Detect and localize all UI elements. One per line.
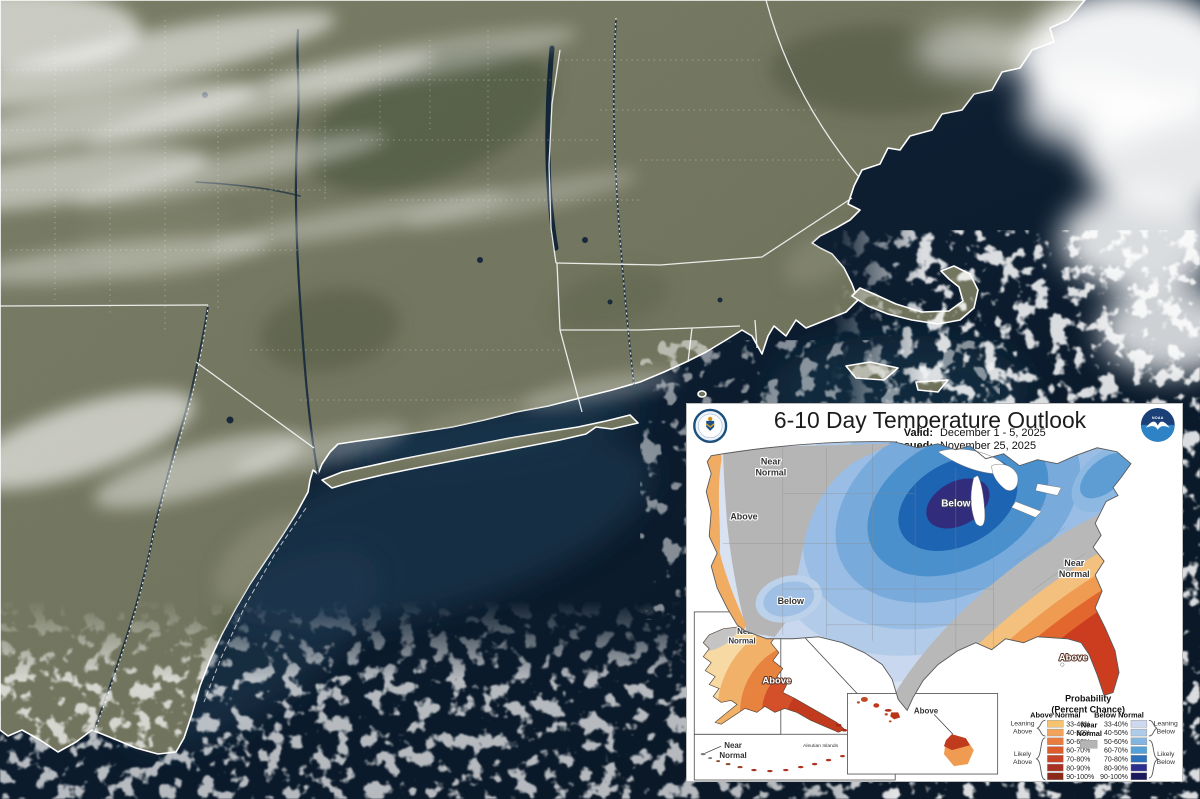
se-near-normal-label: Near	[1064, 558, 1084, 568]
legend-swatch	[1130, 755, 1148, 763]
legend-swatch	[1130, 728, 1148, 737]
ak-panhandle-island	[835, 723, 842, 727]
legend-range-label: 33-40%	[1104, 721, 1128, 728]
aleutian-caption: Aleutian Islands	[803, 743, 839, 749]
ak-panhandle-island	[841, 728, 848, 732]
legend-swatch	[1130, 720, 1148, 728]
legend-swatch	[1047, 737, 1064, 745]
legend-swatch	[1047, 728, 1064, 737]
west-above-label: Above	[730, 511, 757, 521]
valid-label: Valid:	[904, 427, 933, 439]
station-marker	[1060, 662, 1065, 667]
legend-swatch	[1047, 755, 1064, 763]
aleutian-near-normal-label2: Normal	[719, 751, 746, 760]
florida-above-label: Above	[1059, 653, 1088, 664]
hawaii-above-pointer	[933, 714, 954, 735]
hawaii-map: Above	[847, 693, 999, 775]
likely-above-label: Likely	[1014, 751, 1032, 758]
alaska-near-normal-label2: Normal	[728, 637, 755, 646]
likely-above-label2: Above	[1013, 759, 1032, 766]
legend-range-label: 80-90%	[1066, 765, 1090, 772]
legend-above-header: Above Normal	[1030, 710, 1081, 719]
legend-swatch	[1130, 737, 1148, 745]
likely-below-label2: Below	[1157, 759, 1176, 766]
leaning-above-label: Leaning	[1011, 720, 1035, 727]
sw-below-label: Below	[778, 596, 804, 606]
aleutian-near-pointer	[705, 745, 722, 754]
legend-near-label2: Normal	[1076, 729, 1102, 738]
legend-range-label: 60-70%	[1066, 748, 1090, 755]
legend-swatch	[1047, 720, 1064, 728]
leaning-above-label2: Above	[1013, 728, 1032, 735]
great-lakes	[937, 448, 1062, 527]
sw-below-blob	[763, 581, 815, 617]
outlook-title: 6-10 Day Temperature Outlook	[774, 407, 1087, 433]
legend-title: Probability	[1065, 693, 1111, 703]
cloud-streaks	[0, 0, 679, 509]
conus-state-lines	[723, 443, 1086, 655]
midwest-below-label: Below	[941, 498, 971, 509]
legend-subtitle: (Percent Chance)	[1051, 704, 1125, 714]
legend-swatch	[1047, 772, 1064, 781]
legend-range-label: 50-60%	[1104, 739, 1128, 746]
legend-range-label: 70-80%	[1104, 757, 1128, 764]
temperature-outlook-graphic: 6-10 Day Temperature Outlook Valid: Dece…	[687, 404, 1182, 781]
nw-near-normal-label: Near	[761, 457, 781, 467]
aleutian-near-normal-label: Near	[724, 741, 742, 750]
legend-below-column: 33-40% 40-50% 50-60% 60-70% 70-80%80-90% 90-1…	[1100, 720, 1148, 781]
legend-swatch	[1130, 763, 1148, 772]
valid-value: December 1 - 5, 2025	[940, 427, 1046, 439]
temperature-outlook-overlay: 6-10 Day Temperature Outlook Valid: Dece…	[686, 403, 1183, 782]
legend-below-header: Below Normal	[1094, 710, 1144, 719]
dept-of-commerce-seal-icon	[693, 408, 728, 443]
alaska-above-label: Above	[762, 676, 791, 687]
legend-swatch	[1047, 763, 1064, 772]
outlook-header: 6-10 Day Temperature Outlook Valid: Dece…	[693, 407, 1175, 452]
legend-above-column: 33-40% 40-50% 50-60% 60-70% 70-80%80-90% 90-1…	[1047, 720, 1094, 781]
conus-outline	[705, 441, 1132, 712]
legend-range-label: 90-100%	[1100, 774, 1128, 781]
legend-swatch	[1130, 772, 1148, 781]
legend-near-swatch	[1080, 740, 1098, 749]
probability-legend: Probability (Percent Chance) Above Norma…	[1011, 693, 1179, 781]
legend-range-label: 90-100%	[1066, 774, 1094, 781]
legend-range-label: 33-40%	[1066, 721, 1090, 728]
legend-swatch	[1047, 746, 1064, 754]
legend-near-label: Near	[1081, 720, 1098, 729]
leaning-below-label: Leaning	[1154, 720, 1178, 727]
legend-range-label: 50-60%	[1066, 739, 1090, 746]
hawaii-frame	[847, 693, 999, 775]
leaning-below-label2: Below	[1157, 728, 1176, 735]
noaa-logo-text: NOAA	[1152, 416, 1164, 420]
legend-range-label: 70-80%	[1066, 757, 1090, 764]
se-near-normal-label2: Normal	[1059, 569, 1090, 579]
likely-below-label: Likely	[1157, 751, 1175, 758]
legend-range-label: 40-50%	[1104, 730, 1128, 737]
legend-braces	[1035, 719, 1160, 781]
nw-near-normal-label2: Normal	[755, 468, 786, 478]
legend-swatch	[1130, 746, 1148, 754]
noaa-logo-icon: NOAA	[1140, 407, 1175, 442]
legend-range-label: 40-50%	[1066, 730, 1090, 737]
hawaii-above-label: Above	[914, 706, 939, 715]
legend-range-label: 60-70%	[1104, 748, 1128, 755]
legend-range-label: 80-90%	[1104, 765, 1128, 772]
